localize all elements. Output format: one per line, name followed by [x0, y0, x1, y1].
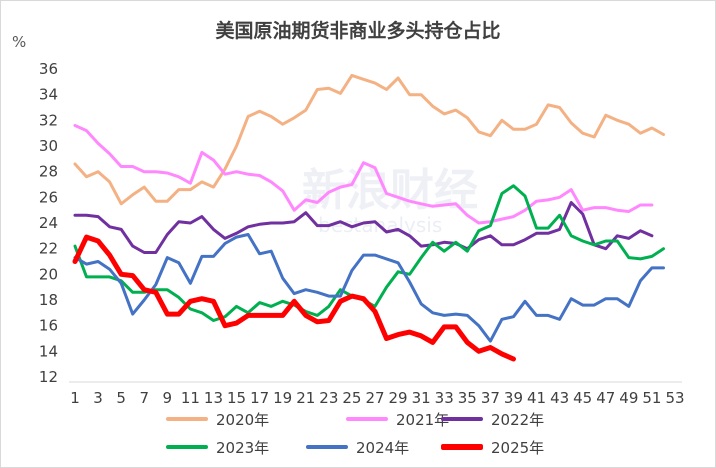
series-line-0 [73, 73, 665, 206]
legend-label: 2021年 [396, 410, 450, 429]
svg-text:新浪财经: 新浪财经 [302, 165, 478, 216]
x-tick-label: 5 [116, 389, 126, 407]
series-line-2 [73, 201, 654, 254]
x-tick-label: 13 [204, 389, 223, 407]
legend-item-4: 2024年 [306, 437, 409, 457]
x-tick-label: 35 [458, 389, 477, 407]
legend-swatch [166, 445, 208, 449]
legend-swatch [306, 445, 348, 449]
x-tick-label: 3 [93, 389, 103, 407]
y-tick-label: 20 [39, 265, 58, 283]
x-tick-label: 39 [504, 389, 523, 407]
y-tick-label: 36 [39, 60, 58, 78]
y-tick-label: 26 [39, 188, 58, 206]
legend-item-5: 2025年 [441, 437, 544, 457]
y-tick-label: 28 [39, 163, 58, 181]
y-tick-label: 14 [39, 342, 58, 360]
y-tick-label: 22 [39, 240, 58, 258]
y-tick-label: 30 [39, 137, 58, 155]
legend-swatch [166, 417, 208, 421]
x-tick-label: 7 [139, 389, 149, 407]
y-tick-label: 24 [39, 214, 58, 232]
series-layer [72, 73, 665, 362]
y-tick-label: 18 [39, 291, 58, 309]
y-tick-label: 12 [39, 368, 58, 386]
x-tick-label: 17 [250, 389, 269, 407]
legend-item-1: 2021年 [346, 409, 449, 429]
y-tick-label: 34 [39, 86, 58, 104]
x-tick-label: 9 [163, 389, 173, 407]
x-tick-label: 49 [619, 389, 638, 407]
x-axis-ticks: 1 3 5 7 9 11 13 15 17 19 21 23 25 27 29 31 33 35 37 39 41 43 4… [70, 389, 684, 407]
x-tick-label: 53 [665, 389, 684, 407]
x-tick-label: 31 [412, 389, 431, 407]
x-tick-label: 43 [550, 389, 569, 407]
legend-label: 2023年 [216, 438, 270, 457]
x-tick-label: 23 [319, 389, 338, 407]
x-tick-label: 27 [365, 389, 384, 407]
legend-item-0: 2020年 [166, 409, 269, 429]
y-axis-unit-label: % [12, 33, 26, 51]
legend-label: 2025年 [491, 438, 545, 457]
x-tick-label: 29 [389, 389, 408, 407]
x-tick-label: 37 [481, 389, 500, 407]
series-line-5 [72, 234, 516, 362]
legend-swatch [441, 444, 483, 450]
x-tick-label: 21 [296, 389, 315, 407]
legend-swatch [346, 417, 388, 421]
legend-label: 2020年 [216, 410, 270, 429]
x-tick-label: 33 [435, 389, 454, 407]
chart-title: 美国原油期货非商业多头持仓占比 [215, 19, 500, 42]
x-tick-label: 15 [227, 389, 246, 407]
x-tick-label: 47 [596, 389, 615, 407]
legend-label: 2022年 [491, 410, 545, 429]
y-tick-label: 16 [39, 317, 58, 335]
series-line-4 [73, 233, 665, 343]
x-tick-label: 41 [527, 389, 546, 407]
legend-swatch [441, 417, 483, 421]
legend-item-3: 2023年 [166, 437, 269, 457]
x-tick-label: 51 [642, 389, 661, 407]
legend-label: 2024年 [356, 438, 410, 457]
x-tick-label: 45 [573, 389, 592, 407]
x-tick-label: 1 [70, 389, 80, 407]
y-axis-ticks: 12 14 16 18 20 22 24 26 28 30 32 34 36 [39, 60, 58, 386]
series-line-1 [73, 124, 654, 225]
legend-item-2: 2022年 [441, 409, 544, 429]
x-tick-label: 25 [342, 389, 361, 407]
x-tick-label: 11 [181, 389, 200, 407]
x-tick-label: 19 [273, 389, 292, 407]
y-tick-label: 32 [39, 111, 58, 129]
